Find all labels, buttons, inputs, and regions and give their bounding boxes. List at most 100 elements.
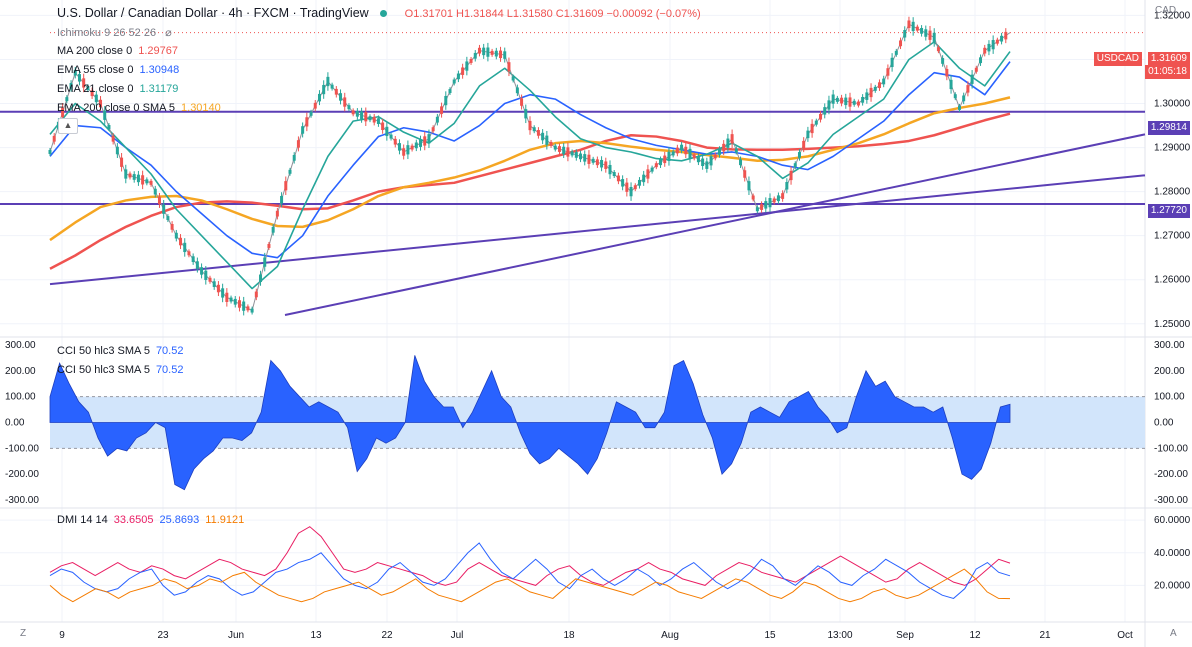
candle-body bbox=[549, 141, 553, 146]
candle-body bbox=[86, 86, 90, 91]
candle-body bbox=[94, 94, 98, 103]
candle-body bbox=[861, 96, 865, 103]
candle-body bbox=[456, 73, 460, 80]
candle-body bbox=[216, 284, 220, 293]
dmi-series-line bbox=[49, 568, 1011, 603]
candle-body bbox=[747, 181, 751, 191]
candle-body bbox=[869, 87, 873, 98]
candle-body bbox=[364, 112, 368, 122]
candle-body bbox=[911, 21, 915, 32]
candle-body bbox=[77, 74, 81, 82]
x-tick-label: 21 bbox=[1039, 630, 1051, 641]
candle-body bbox=[873, 86, 877, 91]
candle-body bbox=[536, 130, 540, 136]
candle-body bbox=[781, 193, 785, 199]
candle-body bbox=[162, 204, 166, 214]
candle-body bbox=[393, 138, 397, 145]
candle-body bbox=[284, 181, 288, 191]
candle-body bbox=[99, 99, 103, 108]
candle-body bbox=[469, 58, 473, 63]
currency-label[interactable]: CAD bbox=[1155, 5, 1177, 16]
candle-body bbox=[654, 163, 658, 168]
legend-ema21[interactable]: EMA 21 close 0 1.31179 bbox=[57, 83, 178, 95]
candle-body bbox=[739, 159, 743, 166]
price-panel[interactable] bbox=[0, 16, 1146, 316]
price-tick-label: 1.26000 bbox=[1154, 275, 1191, 286]
candle-body bbox=[591, 158, 595, 163]
candle-body bbox=[414, 142, 418, 149]
symbol-title[interactable]: U.S. Dollar / Canadian Dollar · 4h · FXC… bbox=[57, 6, 369, 20]
legend-ma200-label: MA 200 close 0 bbox=[57, 45, 133, 57]
candle-body bbox=[848, 97, 852, 107]
candle-body bbox=[221, 288, 225, 298]
candle-body bbox=[427, 134, 431, 144]
ohlc-values: O1.31701 H1.31844 L1.31580 C1.31609 −0.0… bbox=[404, 8, 701, 20]
cci-tick-left: 300.00 bbox=[5, 340, 36, 351]
level-tag-lower: 1.27720 bbox=[1147, 204, 1190, 218]
legend-ema55[interactable]: EMA 55 close 0 1.30948 bbox=[57, 64, 179, 76]
candle-body bbox=[899, 40, 903, 47]
candle-body bbox=[768, 198, 772, 208]
candle-body bbox=[52, 135, 56, 142]
candle-body bbox=[313, 102, 317, 109]
candle-body bbox=[351, 110, 355, 115]
candle-body bbox=[355, 110, 359, 117]
eye-hidden-icon[interactable]: ⌀ bbox=[165, 27, 172, 39]
candle-body bbox=[797, 152, 801, 158]
x-tick-label: 13:00 bbox=[827, 630, 852, 641]
legend-cci-2[interactable]: CCI 50 hlc3 SMA 5 70.52 bbox=[57, 364, 183, 376]
candle-body bbox=[153, 188, 157, 195]
candle-body bbox=[423, 136, 427, 146]
candle-body bbox=[907, 20, 911, 28]
legend-dmi[interactable]: DMI 14 14 33.6505 25.8693 11.9121 bbox=[57, 514, 244, 526]
candle-body bbox=[61, 107, 65, 117]
candle-body bbox=[528, 120, 532, 131]
legend-dmi-v3: 11.9121 bbox=[205, 514, 245, 526]
cci-tick-left: 100.00 bbox=[5, 392, 36, 403]
candle-body bbox=[835, 97, 839, 102]
dmi-panel[interactable] bbox=[49, 526, 1011, 603]
candle-body bbox=[671, 151, 675, 156]
auto-scale-button[interactable]: A bbox=[1170, 628, 1177, 639]
candle-body bbox=[776, 195, 780, 202]
legend-ichimoku[interactable]: Ichimoku 9 26 52 26 ⌀ bbox=[57, 26, 172, 39]
candle-body bbox=[692, 154, 696, 159]
candle-body bbox=[477, 47, 481, 54]
x-tick-label: 9 bbox=[59, 630, 65, 641]
price-tick-label: 1.27000 bbox=[1154, 231, 1191, 242]
candle-body bbox=[368, 116, 372, 121]
candle-body bbox=[734, 148, 738, 153]
dmi-series-line bbox=[49, 526, 1011, 586]
candle-body bbox=[448, 89, 452, 94]
candle-body bbox=[806, 130, 810, 139]
candle-body bbox=[111, 135, 115, 142]
candle-body bbox=[402, 148, 406, 156]
zoom-button[interactable]: Z bbox=[20, 628, 27, 639]
candle-body bbox=[499, 50, 503, 59]
candle-body bbox=[890, 57, 894, 68]
legend-cci-1[interactable]: CCI 50 hlc3 SMA 5 70.52 bbox=[57, 345, 183, 357]
candle-body bbox=[819, 113, 823, 120]
candle-body bbox=[532, 127, 536, 132]
cci-panel[interactable] bbox=[49, 355, 1145, 491]
x-tick-label: Oct bbox=[1117, 630, 1133, 641]
candle-body bbox=[541, 132, 545, 141]
candle-body bbox=[233, 298, 237, 305]
candle-body bbox=[309, 111, 313, 116]
candle-body bbox=[1000, 35, 1004, 42]
candle-body bbox=[920, 27, 924, 34]
candle-body bbox=[136, 174, 140, 183]
collapse-legend-button[interactable]: ▲ bbox=[58, 118, 78, 134]
candle-body bbox=[237, 300, 241, 308]
candle-body bbox=[595, 159, 599, 166]
candle-body bbox=[317, 93, 321, 102]
legend-dmi-label: DMI 14 14 bbox=[57, 514, 108, 526]
legend-ema200[interactable]: EMA 200 close 0 SMA 5 1.30140 bbox=[57, 102, 221, 114]
candle-body bbox=[69, 83, 73, 89]
candle-body bbox=[772, 198, 776, 203]
legend-ma200[interactable]: MA 200 close 0 1.29767 bbox=[57, 45, 178, 57]
candle-body bbox=[65, 97, 69, 102]
cci-tick-left: -300.00 bbox=[5, 495, 39, 506]
candle-body bbox=[322, 84, 326, 95]
